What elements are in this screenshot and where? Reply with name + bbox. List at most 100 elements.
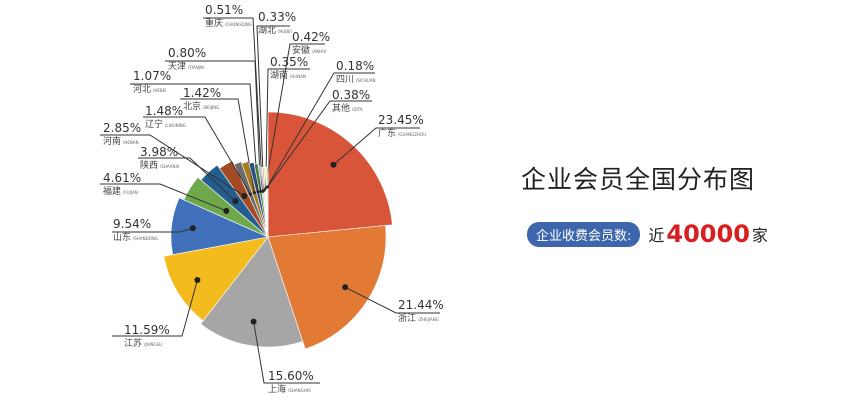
slice-name: 安徽/ANHUI — [292, 46, 330, 57]
slice-percent: 0.18% — [336, 59, 375, 73]
slice-name-cn: 江苏 — [124, 339, 143, 349]
slice-percent: 15.60% — [268, 369, 314, 383]
slice-percent: 3.98% — [140, 145, 179, 159]
pie-slice-henan — [219, 160, 269, 238]
slice-name-cn: 浙江 — [398, 314, 417, 324]
pinyin-text: TIANJIN — [189, 65, 205, 70]
pie-slice-zhejiang — [267, 225, 387, 350]
slice-label: 0.80% 天津/TIANJIN — [168, 46, 206, 73]
slice-name: 湖北/HUBEI — [258, 26, 296, 37]
slice-name-cn: 四川 — [336, 75, 355, 85]
slice-label: 9.54% 山东/SHANDONG — [113, 217, 158, 244]
slice-name: 陕西/SHAANXI — [140, 161, 179, 172]
slice-name-cn: 其他 — [332, 104, 351, 114]
leader-dot — [223, 207, 230, 214]
member-count-value: 40000 — [666, 220, 750, 248]
slice-name: 广东/GUANGZHOU — [378, 129, 426, 140]
pie-slice-fujian — [183, 176, 269, 238]
slice-name-pinyin: /BEIJING — [203, 105, 220, 110]
slice-percent: 23.45% — [378, 113, 424, 127]
slice-name-pinyin: /HEBEI — [153, 88, 167, 93]
slice-label: 0.38% 其他/QITA — [332, 88, 370, 115]
member-count-prefix: 近 — [648, 226, 665, 245]
leader-dot — [248, 192, 252, 196]
slice-percent: 0.51% — [205, 3, 244, 17]
leader-line — [143, 116, 251, 195]
slice-name: 浙江/ZHEJIANG — [398, 314, 444, 325]
slice-name: 湖南/HUNAN — [270, 71, 308, 82]
member-count-unit: 家 — [751, 226, 768, 245]
pinyin-text: HEBEI — [154, 88, 167, 93]
slice-label: 2.85% 河南/HENAN — [103, 121, 141, 148]
slice-name-pinyin: /JIANGSU — [144, 342, 163, 347]
pinyin-text: HUBEI — [279, 29, 292, 34]
leader-line — [130, 83, 259, 192]
leader-line — [265, 68, 310, 190]
slice-percent: 0.35% — [270, 55, 309, 69]
slice-label: 0.18% 四川/SICHUAN — [336, 59, 376, 86]
pie-slice-hebei — [248, 161, 269, 238]
slice-name-cn: 北京 — [183, 102, 202, 112]
slice-name-cn: 安徽 — [292, 46, 311, 56]
pinyin-text: CHONGQING — [226, 22, 252, 27]
slice-percent: 21.44% — [398, 298, 444, 312]
leader-dot — [265, 185, 269, 189]
leader-line — [138, 157, 236, 202]
slice-name: 四川/SICHUAN — [336, 75, 376, 86]
slice-label: 1.48% 辽宁/LIAONING — [145, 104, 186, 131]
slice-name-pinyin: /TIANJIN — [188, 65, 205, 70]
pie-slice-qita — [266, 166, 269, 238]
slice-name-pinyin: /HENAN — [123, 140, 139, 145]
slice-name: 天津/TIANJIN — [168, 62, 206, 73]
leader-dot — [241, 192, 248, 199]
chart-title: 企业会员全国分布图 — [521, 165, 756, 194]
leader-dot — [232, 198, 239, 205]
leader-line — [180, 98, 255, 193]
slice-label: 1.07% 河北/HEBEI — [133, 69, 171, 96]
slice-name: 北京/BEIJING — [183, 102, 221, 113]
slice-name: 上海/SHANGHAI — [268, 385, 314, 396]
slice-name-cn: 山东 — [113, 233, 132, 243]
pinyin-text: BEIJING — [204, 105, 220, 110]
pinyin-text: QITA — [353, 107, 363, 112]
slice-name-cn: 天津 — [168, 62, 187, 72]
slice-name-cn: 重庆 — [205, 19, 224, 29]
leader-line — [264, 43, 325, 191]
pinyin-text: ZHEJIANG — [419, 317, 439, 322]
pinyin-text: SICHUAN — [357, 78, 376, 83]
slice-label: 3.98% 陕西/SHAANXI — [140, 145, 179, 172]
slice-name-cn: 湖北 — [258, 26, 277, 36]
slice-name-pinyin: /FUJIAN — [123, 190, 138, 195]
slice-percent: 0.80% — [168, 46, 207, 60]
slice-name-pinyin: /LIAONING — [165, 123, 186, 128]
slice-percent: 0.38% — [332, 88, 371, 102]
leader-line — [253, 321, 320, 384]
slice-name-pinyin: /SHANDONG — [133, 236, 158, 241]
slice-name-cn: 陕西 — [140, 161, 159, 171]
pie-slice-tianjin — [253, 163, 269, 238]
slice-percent: 9.54% — [113, 217, 152, 231]
pinyin-text: FUJIAN — [124, 190, 138, 195]
slice-percent: 1.48% — [145, 104, 184, 118]
slice-name: 福建/FUJIAN — [103, 187, 141, 198]
slice-label: 4.61% 福建/FUJIAN — [103, 171, 141, 198]
pinyin-text: ANHUI — [313, 49, 327, 54]
pinyin-text: LIAONING — [166, 123, 186, 128]
leader-dot — [252, 191, 256, 195]
slice-name-pinyin: /SHAANXI — [160, 164, 180, 169]
slice-label: 21.44% 浙江/ZHEJIANG — [398, 298, 444, 325]
member-count: 企业收费会员数: 近 40000 家 — [527, 220, 768, 248]
slice-name-pinyin: /HUNAN — [290, 74, 307, 79]
leader-line — [112, 227, 193, 233]
member-count-badge: 企业收费会员数: — [527, 221, 641, 247]
slice-name: 河南/HENAN — [103, 137, 141, 148]
pinyin-text: HENAN — [124, 140, 139, 145]
leader-dot — [250, 318, 257, 325]
leader-line — [266, 100, 372, 188]
slice-name-pinyin: /SICHUAN — [356, 78, 376, 83]
slice-name-pinyin: /GUANGZHOU — [398, 132, 427, 137]
slice-name-pinyin: /QITA — [352, 107, 363, 112]
pie-slice-shandong — [170, 197, 270, 256]
